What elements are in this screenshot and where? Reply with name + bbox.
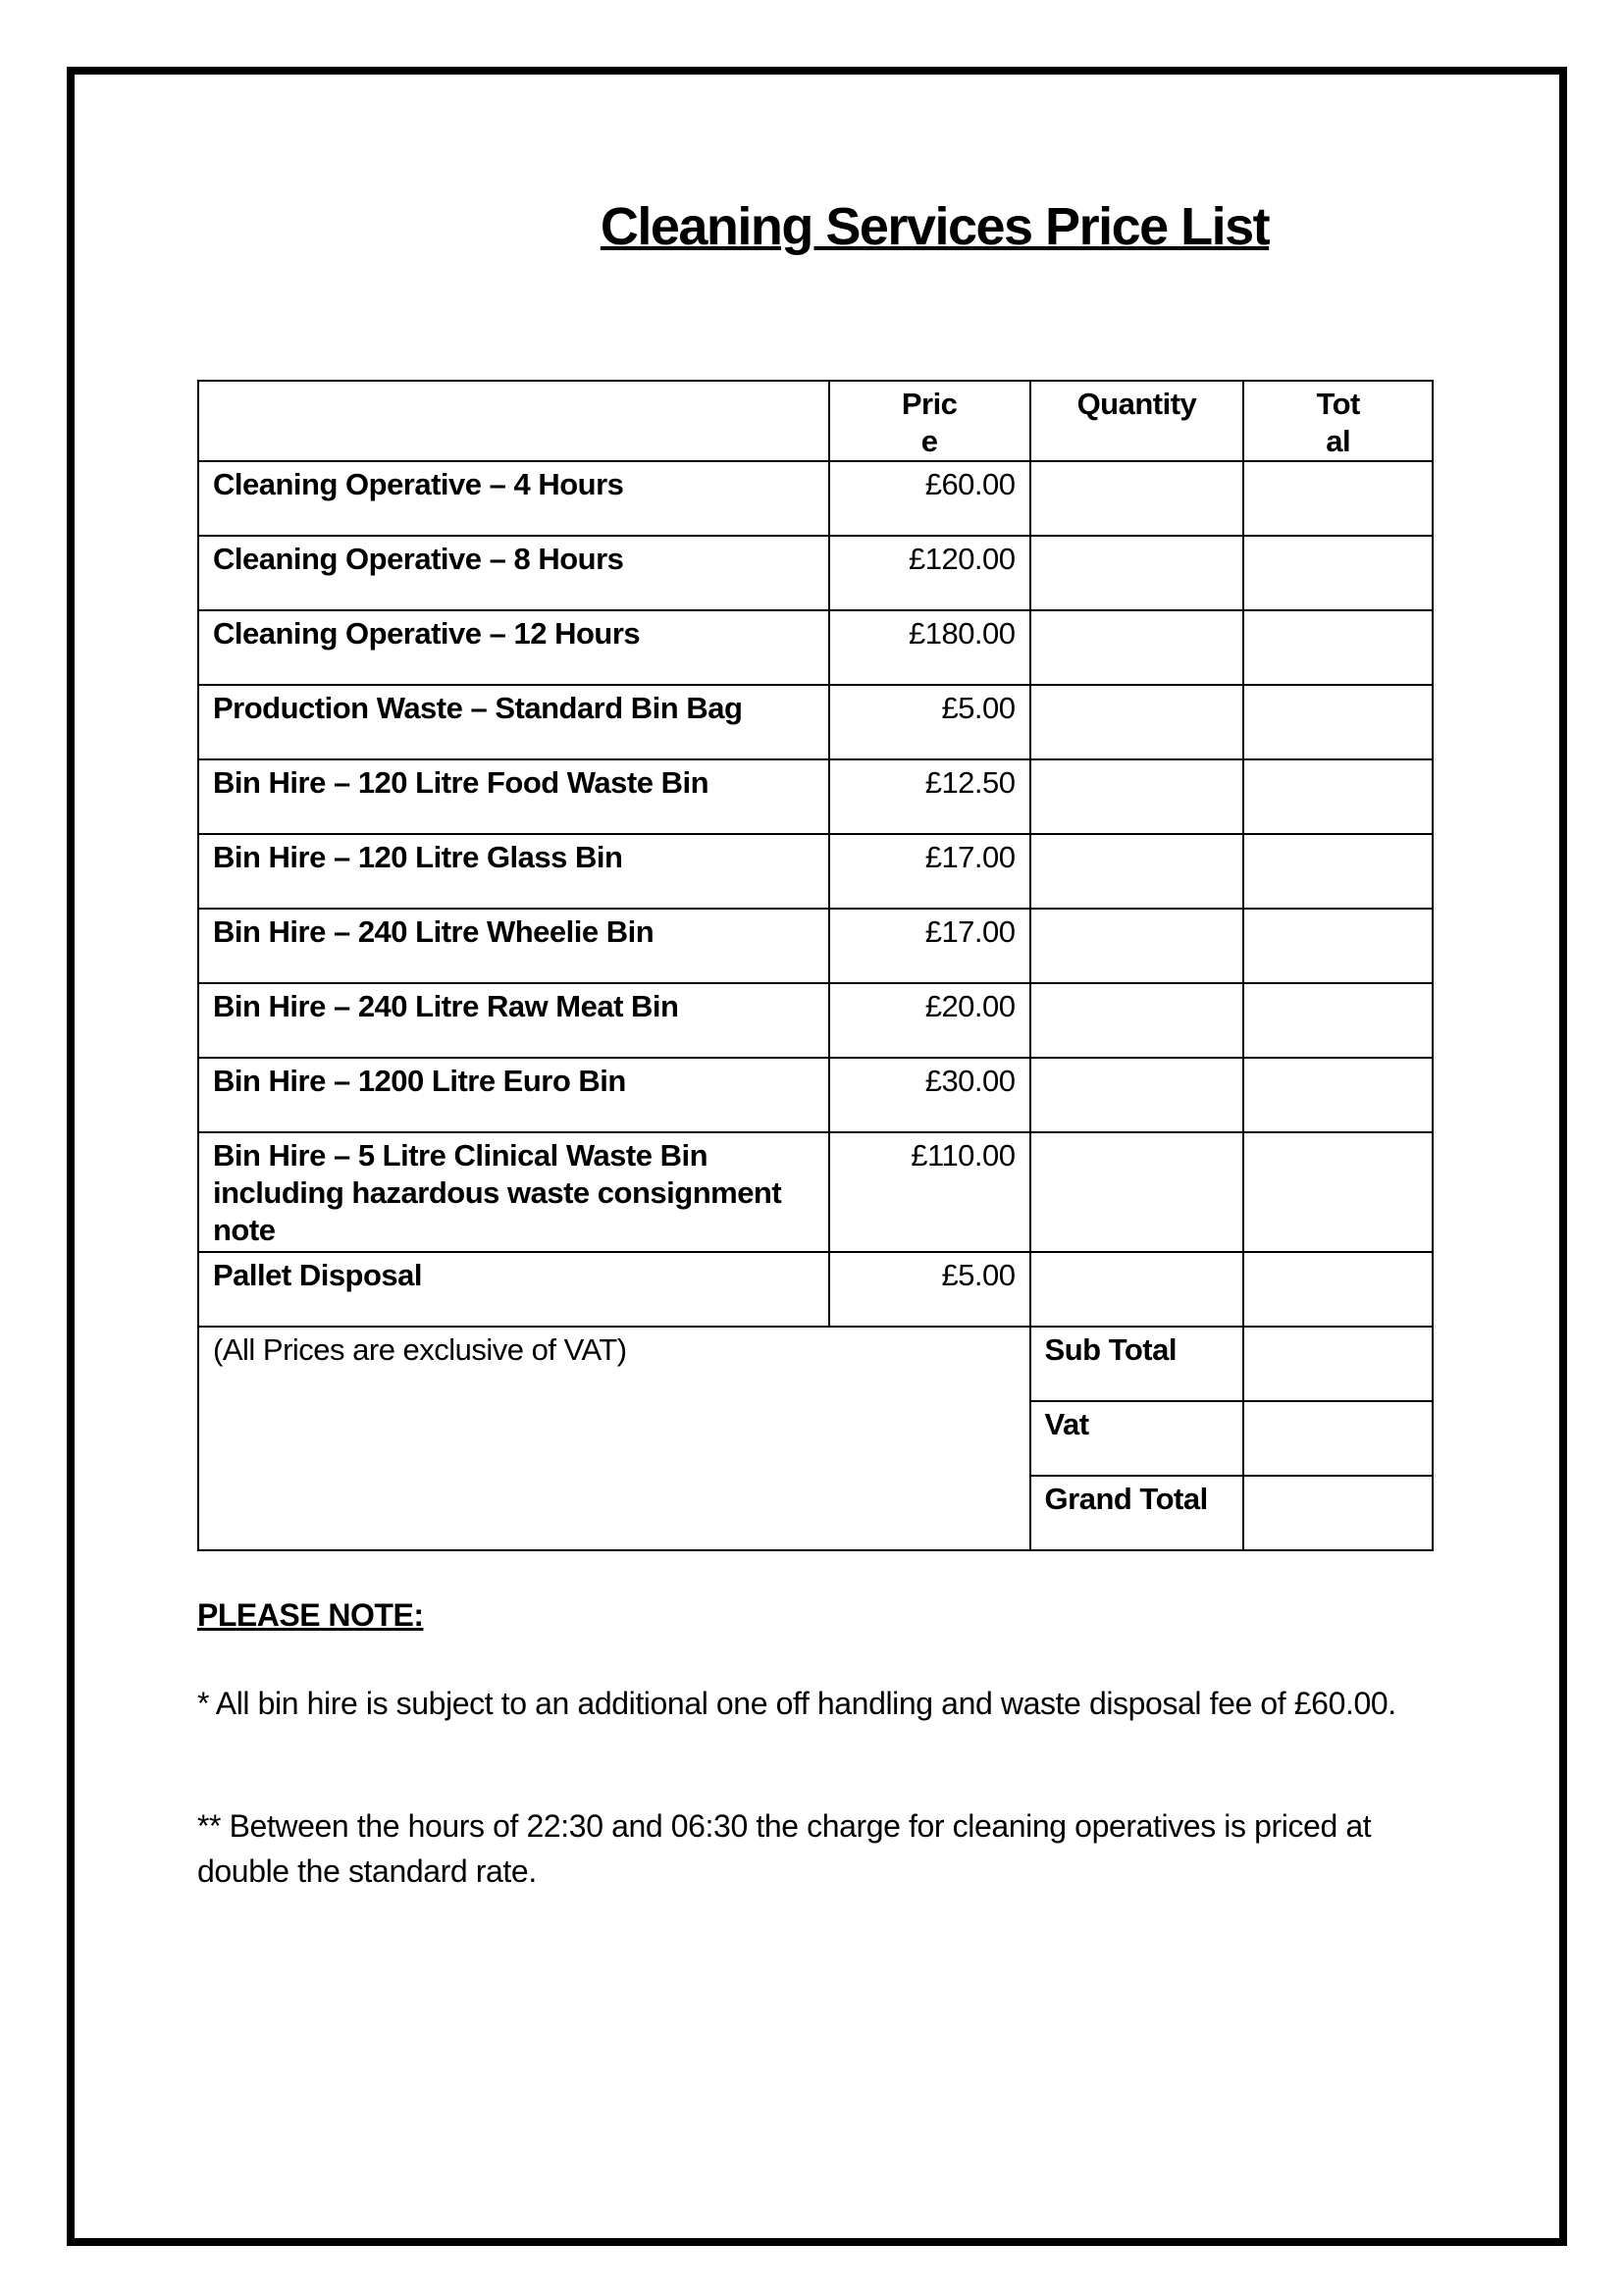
table-row: Cleaning Operative – 12 Hours £180.00 <box>197 609 1434 686</box>
item-quantity[interactable] <box>1028 908 1245 984</box>
sub-total-value[interactable] <box>1242 1326 1434 1402</box>
grand-total-value[interactable] <box>1242 1475 1434 1551</box>
item-price: £12.50 <box>827 758 1031 835</box>
item-total[interactable] <box>1242 833 1434 910</box>
table-row: Bin Hire – 5 Litre Clinical Waste Bin in… <box>197 1131 1434 1253</box>
item-price: £5.00 <box>827 1251 1031 1328</box>
item-name: Bin Hire – 240 Litre Raw Meat Bin <box>197 982 830 1059</box>
item-quantity[interactable] <box>1028 833 1245 910</box>
note-bin-hire: * All bin hire is subject to an addition… <box>197 1686 1396 1721</box>
vat-label: Vat <box>1028 1400 1245 1477</box>
page-title: Cleaning Services Price List <box>600 197 1271 256</box>
item-quantity[interactable] <box>1028 1057 1245 1133</box>
item-name: Bin Hire – 120 Litre Food Waste Bin <box>197 758 830 835</box>
table-row: Pallet Disposal £5.00 <box>197 1251 1434 1328</box>
table-row: Bin Hire – 120 Litre Food Waste Bin £12.… <box>197 758 1434 835</box>
note-night-rate: ** Between the hours of 22:30 and 06:30 … <box>197 1808 1372 1889</box>
subtotal-row: (All Prices are exclusive of VAT) Sub To… <box>197 1326 1434 1551</box>
item-name: Bin Hire – 120 Litre Glass Bin <box>197 833 830 910</box>
item-name: Bin Hire – 5 Litre Clinical Waste Bin in… <box>197 1131 830 1253</box>
item-total[interactable] <box>1242 684 1434 760</box>
item-name: Bin Hire – 240 Litre Wheelie Bin <box>197 908 830 984</box>
item-quantity[interactable] <box>1028 609 1245 686</box>
item-quantity[interactable] <box>1028 684 1245 760</box>
item-name: Production Waste – Standard Bin Bag <box>197 684 830 760</box>
item-name: Cleaning Operative – 4 Hours <box>197 460 830 537</box>
item-quantity[interactable] <box>1028 460 1245 537</box>
item-price: £30.00 <box>827 1057 1031 1133</box>
table-row: Bin Hire – 240 Litre Raw Meat Bin £20.00 <box>197 982 1434 1059</box>
item-name: Pallet Disposal <box>197 1251 830 1328</box>
header-price: Pric e <box>827 380 1031 462</box>
item-price: £180.00 <box>827 609 1031 686</box>
item-total[interactable] <box>1242 982 1434 1059</box>
item-price: £110.00 <box>827 1131 1031 1253</box>
table-row: Cleaning Operative – 4 Hours £60.00 <box>197 460 1434 537</box>
item-name: Bin Hire – 1200 Litre Euro Bin <box>197 1057 830 1133</box>
header-item <box>197 380 830 462</box>
table-row: Bin Hire – 120 Litre Glass Bin £17.00 <box>197 833 1434 910</box>
item-name: Cleaning Operative – 8 Hours <box>197 535 830 611</box>
price-table: Pric e Quantity Tot al Cleaning Operative … <box>197 380 1434 1551</box>
item-quantity[interactable] <box>1028 982 1245 1059</box>
item-total[interactable] <box>1242 609 1434 686</box>
header-quantity: Quantity <box>1028 380 1245 462</box>
item-quantity[interactable] <box>1028 758 1245 835</box>
item-price: £20.00 <box>827 982 1031 1059</box>
item-price: £120.00 <box>827 535 1031 611</box>
table-row: Bin Hire – 1200 Litre Euro Bin £30.00 <box>197 1057 1434 1133</box>
item-price: £17.00 <box>827 908 1031 984</box>
item-price: £17.00 <box>827 833 1031 910</box>
item-name: Cleaning Operative – 12 Hours <box>197 609 830 686</box>
item-total[interactable] <box>1242 1131 1434 1253</box>
header-price-a: Pric <box>901 387 958 421</box>
item-price: £5.00 <box>827 684 1031 760</box>
table-row: Bin Hire – 240 Litre Wheelie Bin £17.00 <box>197 908 1434 984</box>
table-header-row: Pric e Quantity Tot al <box>197 380 1434 462</box>
vat-note: (All Prices are exclusive of VAT) <box>197 1326 1031 1551</box>
vat-row: Vat <box>198 1400 1434 1477</box>
page-border <box>67 67 1567 2246</box>
notes-heading: PLEASE NOTE: <box>197 1597 424 1633</box>
item-total[interactable] <box>1242 460 1434 537</box>
item-quantity[interactable] <box>1028 1251 1245 1328</box>
header-total-a: Tot <box>1316 387 1360 421</box>
sub-total-label: Sub Total <box>1028 1326 1245 1402</box>
item-price: £60.00 <box>827 460 1031 537</box>
table-row: Production Waste – Standard Bin Bag £5.0… <box>197 684 1434 760</box>
header-total: Tot al <box>1242 380 1434 462</box>
vat-value[interactable] <box>1242 1400 1434 1477</box>
header-price-b: e <box>920 424 938 458</box>
header-total-b: al <box>1326 424 1351 458</box>
item-quantity[interactable] <box>1028 1131 1245 1253</box>
item-total[interactable] <box>1242 1251 1434 1328</box>
item-total[interactable] <box>1242 758 1434 835</box>
grand-total-label: Grand Total <box>1028 1475 1245 1551</box>
item-total[interactable] <box>1242 1057 1434 1133</box>
grand-total-row: Grand Total <box>198 1475 1434 1551</box>
item-quantity[interactable] <box>1028 535 1245 611</box>
item-total[interactable] <box>1242 535 1434 611</box>
item-total[interactable] <box>1242 908 1434 984</box>
table-row: Cleaning Operative – 8 Hours £120.00 <box>197 535 1434 611</box>
